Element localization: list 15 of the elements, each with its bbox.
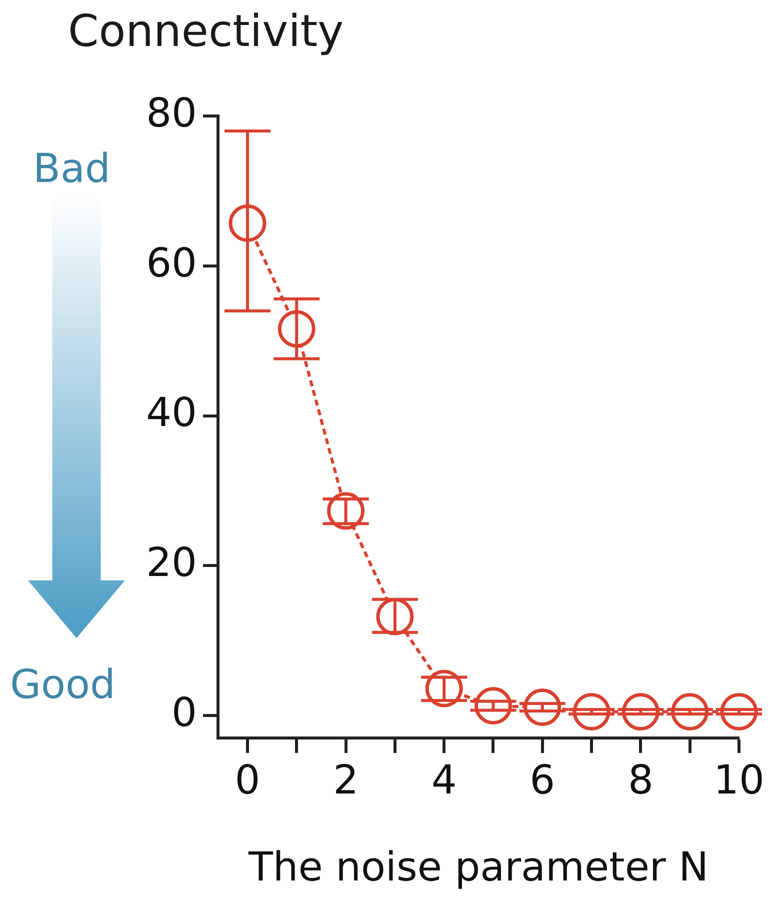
x-axis-title: The noise parameter N bbox=[247, 844, 709, 890]
text: Good bbox=[10, 662, 116, 708]
y-tick-label: 40 bbox=[146, 390, 197, 436]
text: Bad bbox=[33, 146, 110, 192]
x-tick-label: 6 bbox=[530, 757, 556, 804]
x-tick-label: 10 bbox=[714, 757, 764, 804]
x-tick-label: 8 bbox=[628, 757, 654, 804]
y-tick-label: 60 bbox=[146, 240, 197, 286]
x-tick-label: 0 bbox=[234, 757, 260, 804]
x-tick-label: 2 bbox=[333, 757, 359, 804]
y-tick-label: 0 bbox=[172, 690, 197, 736]
y-tick-label: 20 bbox=[146, 540, 197, 586]
y-tick-label: 80 bbox=[146, 90, 197, 136]
chart-title: Connectivity bbox=[68, 6, 344, 57]
x-tick-label: 4 bbox=[431, 757, 457, 804]
